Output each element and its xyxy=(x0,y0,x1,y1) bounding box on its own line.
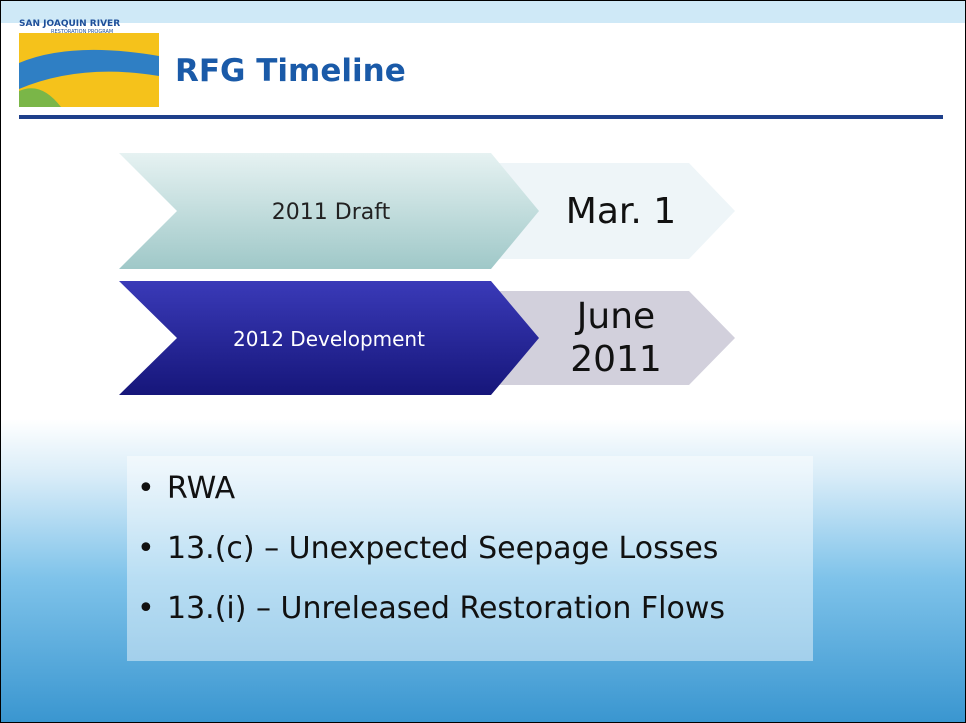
title: RFG Timeline xyxy=(175,53,406,89)
timeline-date: 2011 xyxy=(570,339,662,380)
timeline-label: 2012 Development xyxy=(233,327,425,351)
bullet-dot: • xyxy=(137,531,155,566)
bullet-dot: • xyxy=(137,471,155,506)
chevron-date xyxy=(499,291,735,385)
chevron xyxy=(119,281,539,395)
timeline-label: 2011 Draft xyxy=(272,200,391,225)
bullet-box xyxy=(127,456,813,661)
timeline-date: June xyxy=(575,296,655,337)
bullet: 13.(i) – Unreleased Restoration Flows xyxy=(167,591,725,626)
logo-subtext: RESTORATION PROGRAM xyxy=(51,29,113,35)
bullet: 13.(c) – Unexpected Seepage Losses xyxy=(167,531,718,566)
timeline-date: Mar. 1 xyxy=(566,191,676,232)
title-rule xyxy=(19,115,943,119)
chevron xyxy=(119,153,539,269)
bullet-dot: • xyxy=(137,591,155,626)
bullet: RWA xyxy=(167,471,236,506)
logo-text: SAN JOAQUIN RIVER xyxy=(19,19,120,29)
top-band xyxy=(1,1,965,23)
chevron-date xyxy=(499,163,735,259)
logo: SAN JOAQUIN RIVER RESTORATION PROGRAM xyxy=(19,19,159,107)
